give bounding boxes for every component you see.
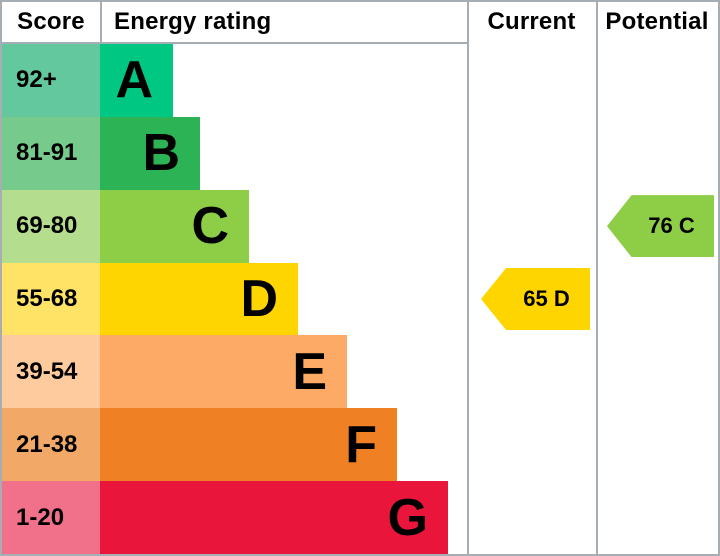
band-score-range: 92+ [2,44,100,117]
header-bottom-divider [2,42,467,44]
header-energy-rating: Energy rating [114,8,272,35]
current-rating-label: 65 D [523,286,570,311]
band-score-range: 69-80 [2,189,100,263]
band-row-f: 21-38 F [2,408,718,482]
band-bar: C [100,189,249,263]
header-score: Score [17,8,85,35]
band-bar: A [100,44,173,117]
band-score-range: 55-68 [2,262,100,336]
band-row-e: 39-54 E [2,335,718,409]
header-potential: Potential [605,8,709,35]
potential-rating-marker: 76 C [607,195,714,258]
band-bar: B [100,116,200,190]
band-score-range: 81-91 [2,116,100,190]
band-score-range: 39-54 [2,335,100,409]
band-row-b: 81-91 B [2,116,718,190]
score-column-divider [100,2,102,42]
band-score-range: 21-38 [2,408,100,482]
band-row-d: 55-68 D [2,262,718,336]
band-rows: 92+ A 81-91 B 69-80 C 55-68 D 39-54 E 21… [2,44,718,554]
band-row-a: 92+ A [2,44,718,117]
header-current: Current [487,8,576,35]
band-bar: G [100,481,448,554]
current-column-divider [467,2,469,554]
band-bar: D [100,262,298,336]
band-bar: F [100,408,397,482]
potential-column-divider [596,2,598,554]
band-score-range: 1-20 [2,481,100,554]
current-rating-marker: 65 D [481,268,590,330]
band-row-c: 69-80 C [2,189,718,263]
band-bar: E [100,335,347,409]
band-row-g: 1-20 G [2,481,718,554]
potential-rating-label: 76 C [648,213,695,239]
